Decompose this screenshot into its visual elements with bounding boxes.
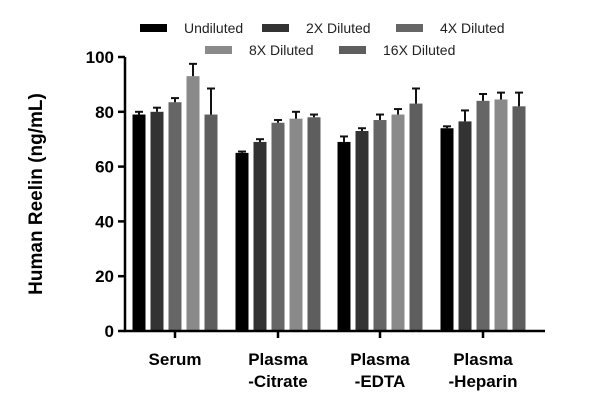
x-tick-label: -Heparin <box>449 372 518 391</box>
bars <box>132 62 526 332</box>
legend-label: Undiluted <box>184 20 243 36</box>
x-tick-label: -Citrate <box>248 372 308 391</box>
x-tick-label: Plasma <box>350 350 410 369</box>
legend-label: 8X Diluted <box>249 42 314 58</box>
y-tick-label: 80 <box>95 103 114 122</box>
x-tick-label: Serum <box>149 350 202 369</box>
legend: Undiluted 2X Diluted 4X Diluted 8X Diluted 1… <box>140 20 505 58</box>
legend-label: 4X Diluted <box>440 20 505 36</box>
y-axis-label: Human Reelin (ng/mL) <box>26 93 47 295</box>
bar <box>409 103 423 331</box>
bar <box>132 114 146 331</box>
y-tick-label: 60 <box>95 158 114 177</box>
bar <box>168 102 182 332</box>
bar <box>150 111 164 331</box>
bar <box>235 152 249 331</box>
x-tick-label: Plasma <box>453 350 513 369</box>
bar <box>186 76 200 332</box>
legend-swatch <box>396 24 423 32</box>
y-tick-label: 40 <box>95 212 114 231</box>
x-tick-label: Plasma <box>248 350 308 369</box>
legend-swatch <box>140 24 167 32</box>
legend-swatch <box>205 46 232 54</box>
bar <box>337 141 351 331</box>
bar <box>440 128 454 331</box>
bar <box>204 114 218 331</box>
bar <box>307 117 321 331</box>
bar <box>476 100 490 331</box>
bar <box>458 121 472 331</box>
bar <box>355 130 369 331</box>
y-tick-label: 100 <box>86 48 114 67</box>
bar <box>494 99 508 331</box>
axes: 0 20 40 60 80 100 Serum Plasma -Citrate Plasma -ED… <box>86 48 545 391</box>
x-tick-label: -EDTA <box>355 372 406 391</box>
legend-label: 2X Diluted <box>306 20 371 36</box>
bar <box>271 122 285 331</box>
y-tick-label: 0 <box>105 322 114 341</box>
bar <box>391 114 405 331</box>
y-tick-label: 20 <box>95 267 114 286</box>
bar <box>289 118 303 332</box>
legend-swatch <box>339 46 366 54</box>
bar <box>253 141 267 331</box>
legend-swatch <box>262 24 289 32</box>
legend-label: 16X Diluted <box>383 42 455 58</box>
bar <box>512 106 526 331</box>
bar <box>373 120 387 332</box>
